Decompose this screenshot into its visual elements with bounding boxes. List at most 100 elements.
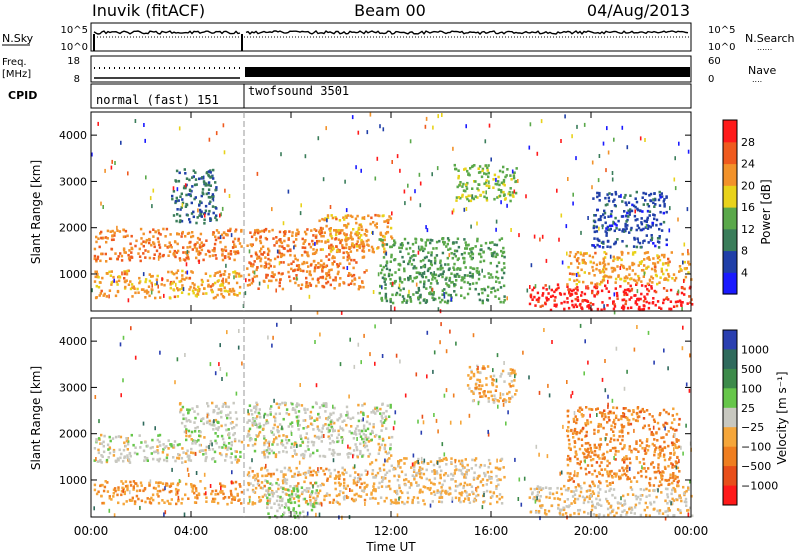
heatmap-cell <box>179 195 182 198</box>
heatmap-cell <box>176 242 179 246</box>
heatmap-cell <box>687 252 690 256</box>
heatmap-cell <box>555 305 558 308</box>
heatmap-cell <box>323 472 326 476</box>
heatmap-cell <box>422 258 425 262</box>
heatmap-cell <box>446 256 449 260</box>
heatmap-cell <box>331 216 335 220</box>
heatmap-cell <box>454 167 458 171</box>
heatmap-cell <box>207 283 210 287</box>
heatmap-cell <box>461 185 464 188</box>
heatmap-cell <box>284 446 287 449</box>
heatmap-cell <box>642 203 645 206</box>
heatmap-cell <box>461 466 465 470</box>
heatmap-cell <box>262 427 265 431</box>
heatmap-cell <box>658 258 662 262</box>
heatmap-cell <box>623 276 626 280</box>
heatmap-cell <box>487 400 490 403</box>
heatmap-cell <box>301 262 304 266</box>
heatmap-cell <box>185 203 189 207</box>
heatmap-cell <box>680 303 683 306</box>
heatmap-cell <box>402 260 405 263</box>
heatmap-cell <box>379 233 383 237</box>
heatmap-cell <box>175 219 178 223</box>
heatmap-cell <box>168 250 172 253</box>
heatmap-cell <box>423 256 427 260</box>
heatmap-cell <box>643 264 646 267</box>
heatmap-cell <box>413 468 416 472</box>
heatmap-cell <box>407 480 410 483</box>
heatmap-cell <box>170 245 173 249</box>
heatmap-cell <box>348 446 352 450</box>
heatmap-cell <box>545 258 548 263</box>
heatmap-cell <box>198 243 202 247</box>
heatmap-cell <box>303 230 307 234</box>
heatmap-cell <box>282 481 285 485</box>
heatmap-cell <box>283 239 286 243</box>
heatmap-cell <box>592 197 595 200</box>
heatmap-cell <box>287 425 290 428</box>
heatmap-cell <box>365 493 368 496</box>
heatmap-cell <box>319 501 322 505</box>
heatmap-cell <box>483 288 487 292</box>
heatmap-cell <box>212 211 215 215</box>
heatmap-cell <box>158 433 162 437</box>
heatmap-cell <box>323 494 326 498</box>
heatmap-cell <box>186 270 189 275</box>
heatmap-cell <box>240 228 243 232</box>
heatmap-cell <box>654 244 657 248</box>
heatmap-cell <box>628 298 631 301</box>
heatmap-cell <box>380 414 383 418</box>
heatmap-cell <box>640 260 644 263</box>
heatmap-cell <box>331 448 335 452</box>
heatmap-cell <box>171 194 174 198</box>
heatmap-cell <box>223 273 226 276</box>
heatmap-cell <box>99 232 102 235</box>
heatmap-cell <box>651 277 655 280</box>
heatmap-cell <box>503 475 506 479</box>
heatmap-cell <box>137 291 140 294</box>
heatmap-cell <box>575 283 578 286</box>
heatmap-cell <box>116 225 118 230</box>
heatmap-cell <box>219 213 221 218</box>
heatmap-cell <box>400 246 403 250</box>
heatmap-cell <box>622 304 625 308</box>
heatmap-cell <box>587 216 589 220</box>
heatmap-cell <box>220 424 223 428</box>
heatmap-cell <box>209 171 212 174</box>
heatmap-cell <box>219 482 222 485</box>
heatmap-cell <box>508 400 511 403</box>
heatmap-cell <box>642 227 645 231</box>
heatmap-cell <box>295 234 298 237</box>
heatmap-cell <box>333 287 336 290</box>
heatmap-cell <box>110 281 113 284</box>
heatmap-cell <box>487 390 490 394</box>
heatmap-cell <box>256 425 259 429</box>
heatmap-cell <box>479 387 483 391</box>
heatmap-cell <box>635 442 638 445</box>
heatmap-cell <box>269 259 272 262</box>
heatmap-cell <box>230 452 233 455</box>
heatmap-cell <box>185 438 188 442</box>
heatmap-cell <box>501 369 505 373</box>
heatmap-cell <box>140 441 143 444</box>
heatmap-cell <box>209 200 212 204</box>
heatmap-cell <box>146 497 149 500</box>
heatmap-cell <box>551 294 555 298</box>
heatmap-cell <box>377 502 380 505</box>
heatmap-cell <box>301 490 304 494</box>
heatmap-cell <box>120 489 124 493</box>
heatmap-cell <box>348 256 351 259</box>
heatmap-cell <box>216 501 220 505</box>
heatmap-cell <box>342 473 345 476</box>
heatmap-cell <box>657 198 661 202</box>
heatmap-cell <box>150 290 153 295</box>
heatmap-cell <box>679 268 682 271</box>
heatmap-cell <box>632 417 635 421</box>
heatmap-cell <box>312 441 316 444</box>
heatmap-cell <box>461 277 465 281</box>
heatmap-cell <box>574 486 577 489</box>
heatmap-cell <box>476 196 479 199</box>
heatmap-cell <box>230 501 233 504</box>
heatmap-cell <box>180 456 184 460</box>
heatmap-cell <box>328 244 331 248</box>
